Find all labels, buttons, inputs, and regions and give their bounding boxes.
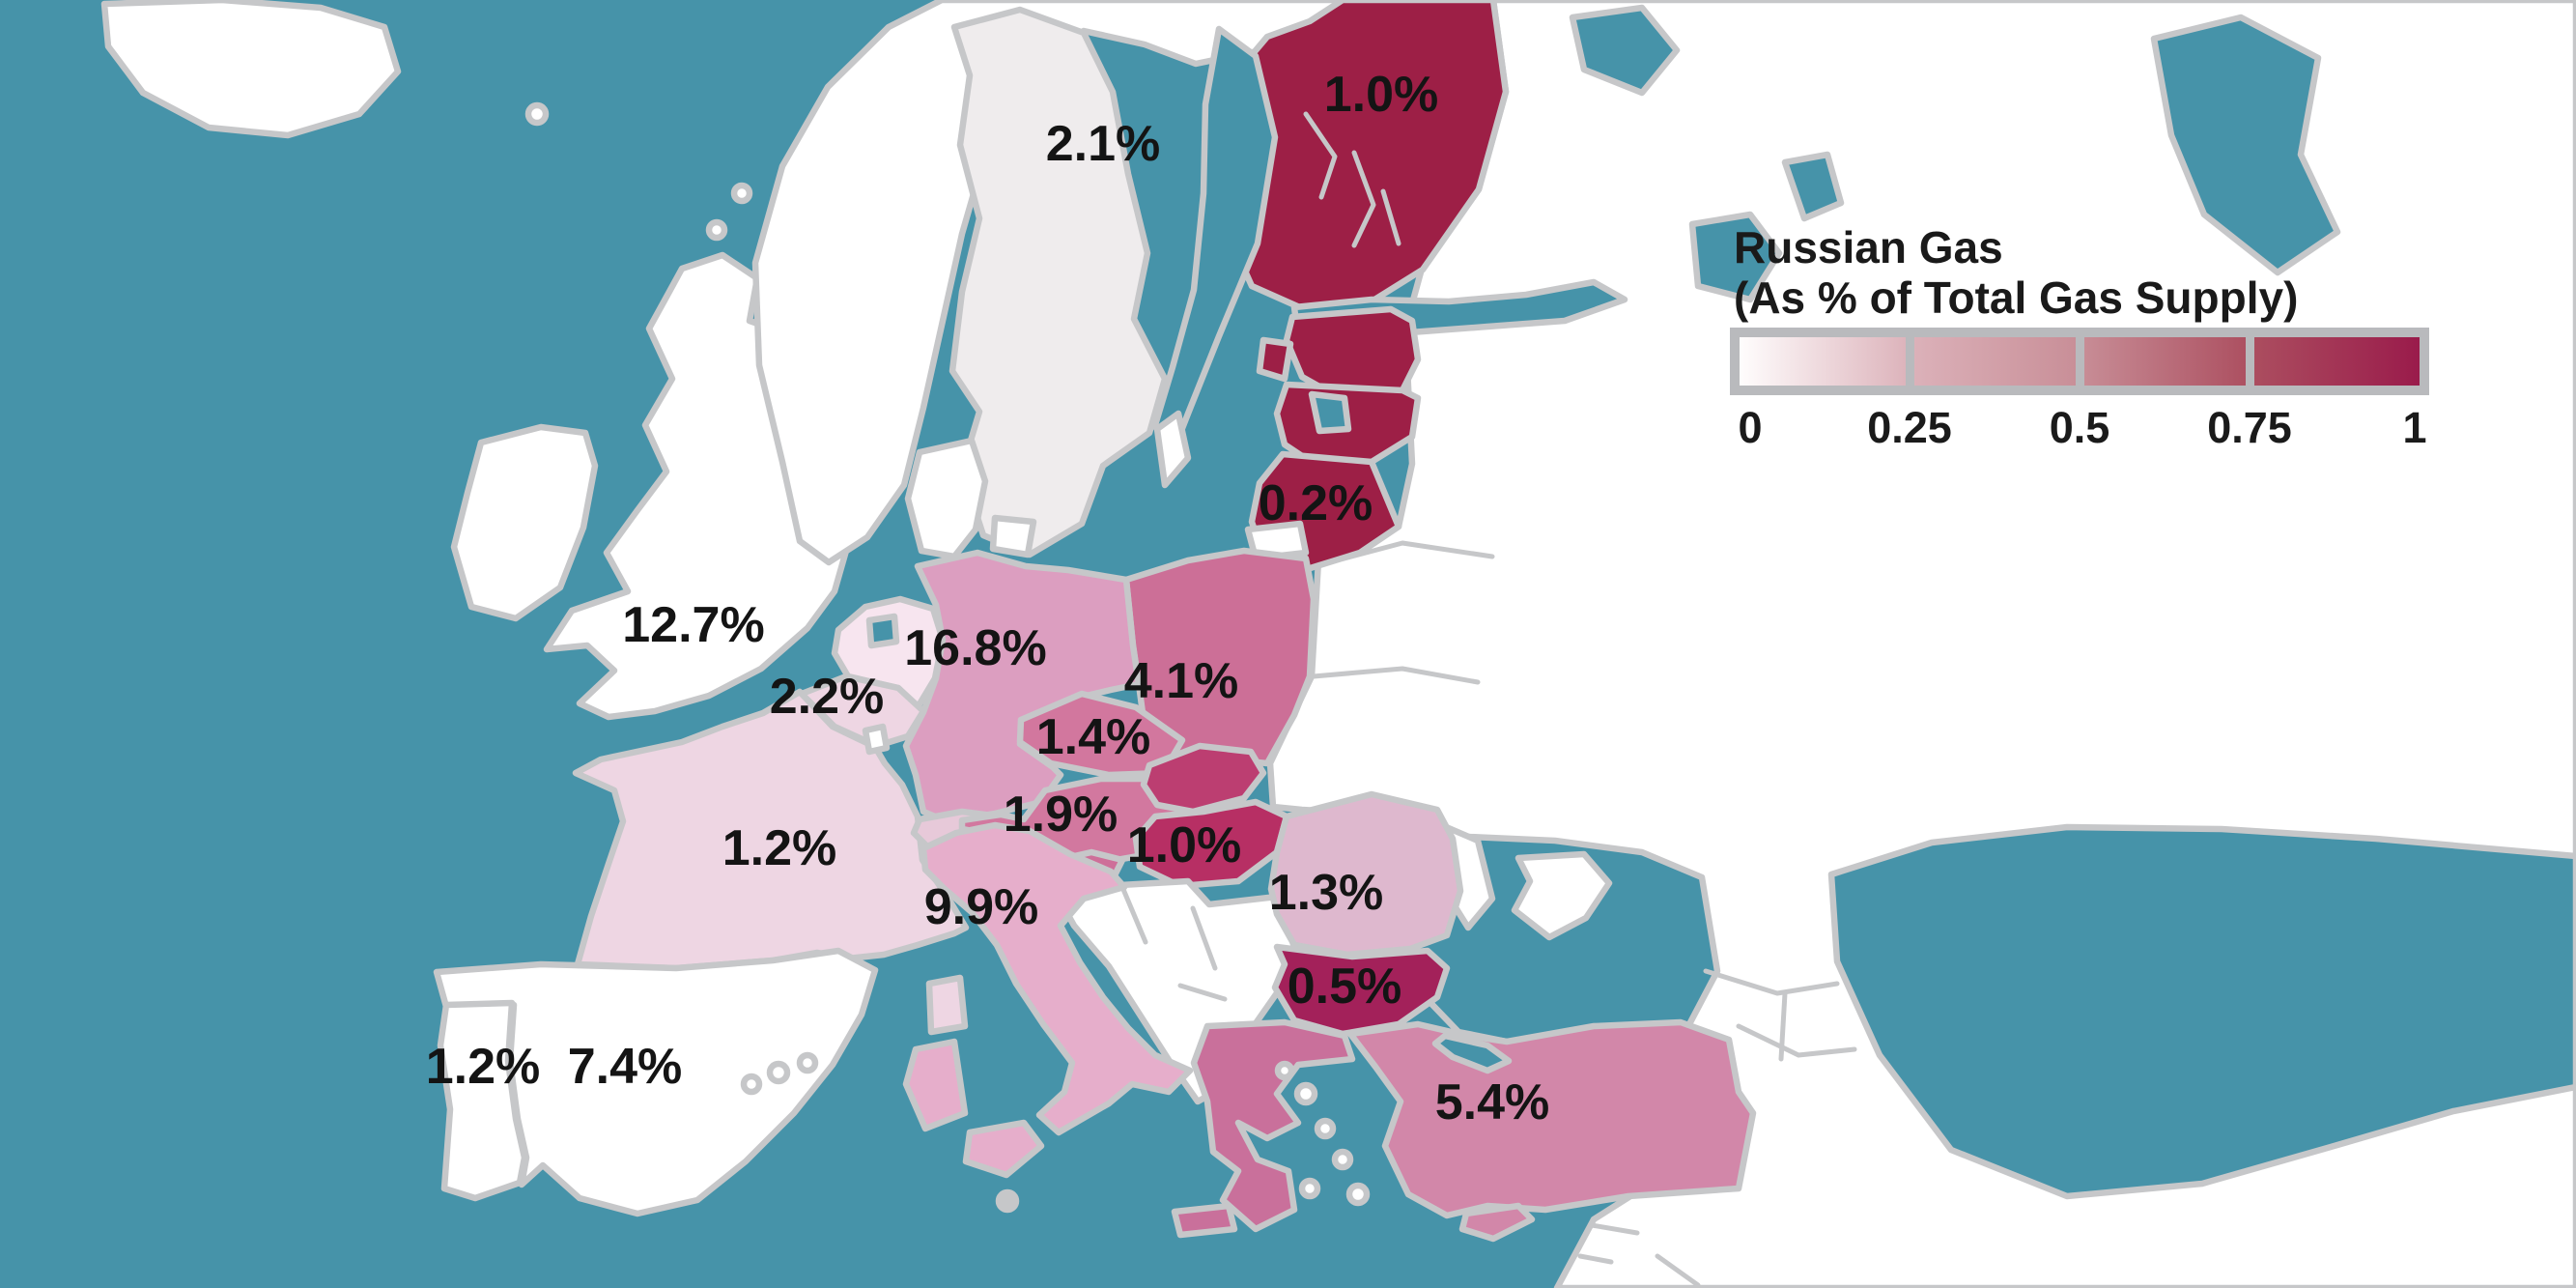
orkney-islands: [705, 218, 728, 242]
label-hungary: 1.0%: [1127, 817, 1242, 873]
label-bulgaria: 0.5%: [1288, 959, 1402, 1015]
country-portugal: [437, 999, 528, 1202]
label-portugal: 1.2%: [426, 1039, 541, 1095]
legend: Russian Gas (As % of Total Gas Supply) 0…: [1730, 222, 2429, 452]
estonia-islands: [1256, 336, 1294, 383]
lake-ladoga: [1688, 211, 1783, 303]
faroe-islands: [524, 101, 550, 127]
label-netherlands: 2.2%: [770, 669, 885, 725]
denmark-islands: [989, 514, 1037, 558]
malta-island: [995, 1188, 1020, 1214]
lake-onega: [1781, 151, 1845, 222]
label-finland: 1.0%: [1324, 67, 1439, 123]
gotland-island: [1153, 410, 1192, 489]
legend-title-line2: (As % of Total Gas Supply): [1734, 272, 2298, 323]
shetland-islands: [730, 182, 753, 205]
country-iceland: [100, 0, 402, 139]
aegean-islands: [1274, 1060, 1371, 1207]
sardinia-island: [902, 1038, 969, 1132]
country-turkey: [1346, 1018, 1757, 1219]
legend-tick-05: 0.5: [2050, 403, 2110, 452]
country-sweden: [948, 6, 1169, 558]
label-lithuania: 0.2%: [1259, 475, 1373, 531]
country-slovakia: [1140, 742, 1267, 816]
country-poland: [1122, 547, 1317, 767]
country-luxembourg: [862, 723, 891, 756]
sicily-island: [962, 1119, 1045, 1179]
legend-tick-075: 0.75: [2207, 403, 2292, 452]
caucasus-borders: [1703, 968, 1857, 1062]
crete-island: [1171, 1202, 1238, 1239]
legend-divider-25: [1906, 329, 1914, 393]
label-germany: 16.8%: [904, 620, 1046, 676]
white-sea: [2150, 14, 2341, 276]
country-netherlands: [831, 595, 947, 711]
corsica-island: [925, 974, 969, 1036]
label-austria: 1.9%: [1004, 787, 1118, 843]
legend-tick-0: 0: [1738, 403, 1762, 452]
label-italy: 9.9%: [924, 879, 1039, 935]
balkan-borders: [1119, 884, 1228, 1002]
arctic-inlet: [1569, 4, 1681, 97]
country-estonia: [1283, 305, 1422, 398]
label-france: 1.2%: [722, 820, 837, 876]
label-sweden: 2.1%: [1046, 116, 1161, 172]
label-uk: 12.7%: [622, 597, 764, 653]
sea-of-marmara: [1431, 1032, 1513, 1074]
country-cyprus: [1458, 1202, 1536, 1243]
country-ireland: [450, 423, 599, 622]
label-poland: 4.1%: [1124, 653, 1239, 709]
balearic-islands: [740, 1051, 819, 1096]
legend-tick-025: 0.25: [1867, 403, 1952, 452]
finland-lakes: [1303, 111, 1401, 248]
country-greece: [1190, 1018, 1356, 1233]
levant-borders: [1577, 1222, 1701, 1288]
caspian-sea: [1827, 823, 2576, 1200]
gulf-of-riga: [1308, 390, 1352, 435]
legend-divider-50: [2076, 329, 2084, 393]
label-turkey: 5.4%: [1435, 1074, 1550, 1131]
legend-tick-1: 1: [2402, 403, 2426, 452]
label-layer: 2.1% 1.0% 0.2% 12.7% 16.8% 2.2% 4.1% 1.4…: [426, 67, 1550, 1131]
label-spain: 7.4%: [568, 1039, 683, 1095]
country-germany: [902, 549, 1143, 825]
label-romania: 1.3%: [1269, 865, 1384, 921]
belarus-ukraine-borders: [1311, 540, 1495, 685]
country-romania: [1267, 790, 1464, 959]
label-czechia: 1.4%: [1036, 709, 1151, 765]
country-hungary: [1132, 798, 1290, 890]
legend-title-line1: Russian Gas: [1734, 222, 2003, 272]
land-layer: [100, 0, 2576, 1288]
ijsselmeer: [865, 613, 900, 649]
legend-divider-75: [2246, 329, 2254, 393]
country-belgium: [798, 673, 927, 750]
country-italy: [920, 821, 1194, 1136]
country-finland: [1222, 0, 1510, 313]
country-denmark: [904, 437, 989, 560]
crimea: [1511, 850, 1613, 941]
